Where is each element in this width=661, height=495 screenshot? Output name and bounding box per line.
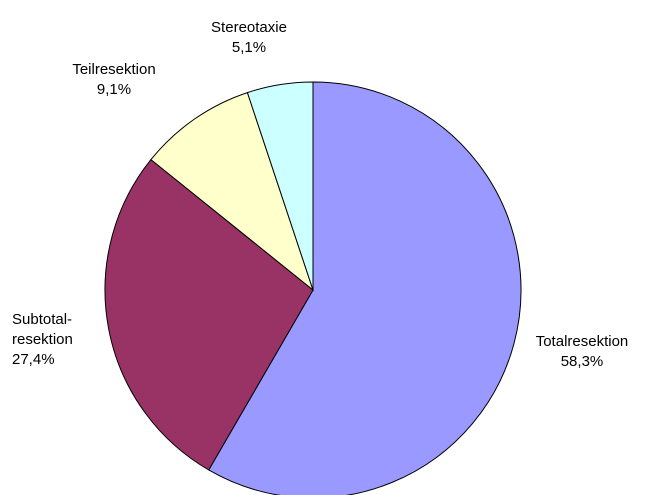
slice-label: Totalresektion 58,3% bbox=[536, 332, 629, 372]
slice-label: Subtotal- resektion 27,4% bbox=[12, 310, 73, 370]
category-label: Subtotal- resektion bbox=[12, 311, 73, 348]
pie-slice bbox=[208, 81, 522, 495]
value-label: 27,4% bbox=[12, 351, 55, 368]
pie-slice bbox=[246, 81, 314, 291]
category-label: Teilresektion bbox=[72, 61, 156, 78]
pie-slice bbox=[150, 91, 315, 292]
slice-label: Stereotaxie 5,1% bbox=[211, 18, 287, 58]
value-label: 5,1% bbox=[231, 39, 267, 56]
category-label: Stereotaxie bbox=[211, 19, 287, 36]
category-label: Totalresektion bbox=[535, 333, 629, 350]
value-label: 58,3% bbox=[560, 353, 604, 370]
slice-label: Teilresektion 9,1% bbox=[72, 60, 155, 100]
pie-slice bbox=[104, 158, 314, 471]
value-label: 9,1% bbox=[96, 81, 132, 98]
